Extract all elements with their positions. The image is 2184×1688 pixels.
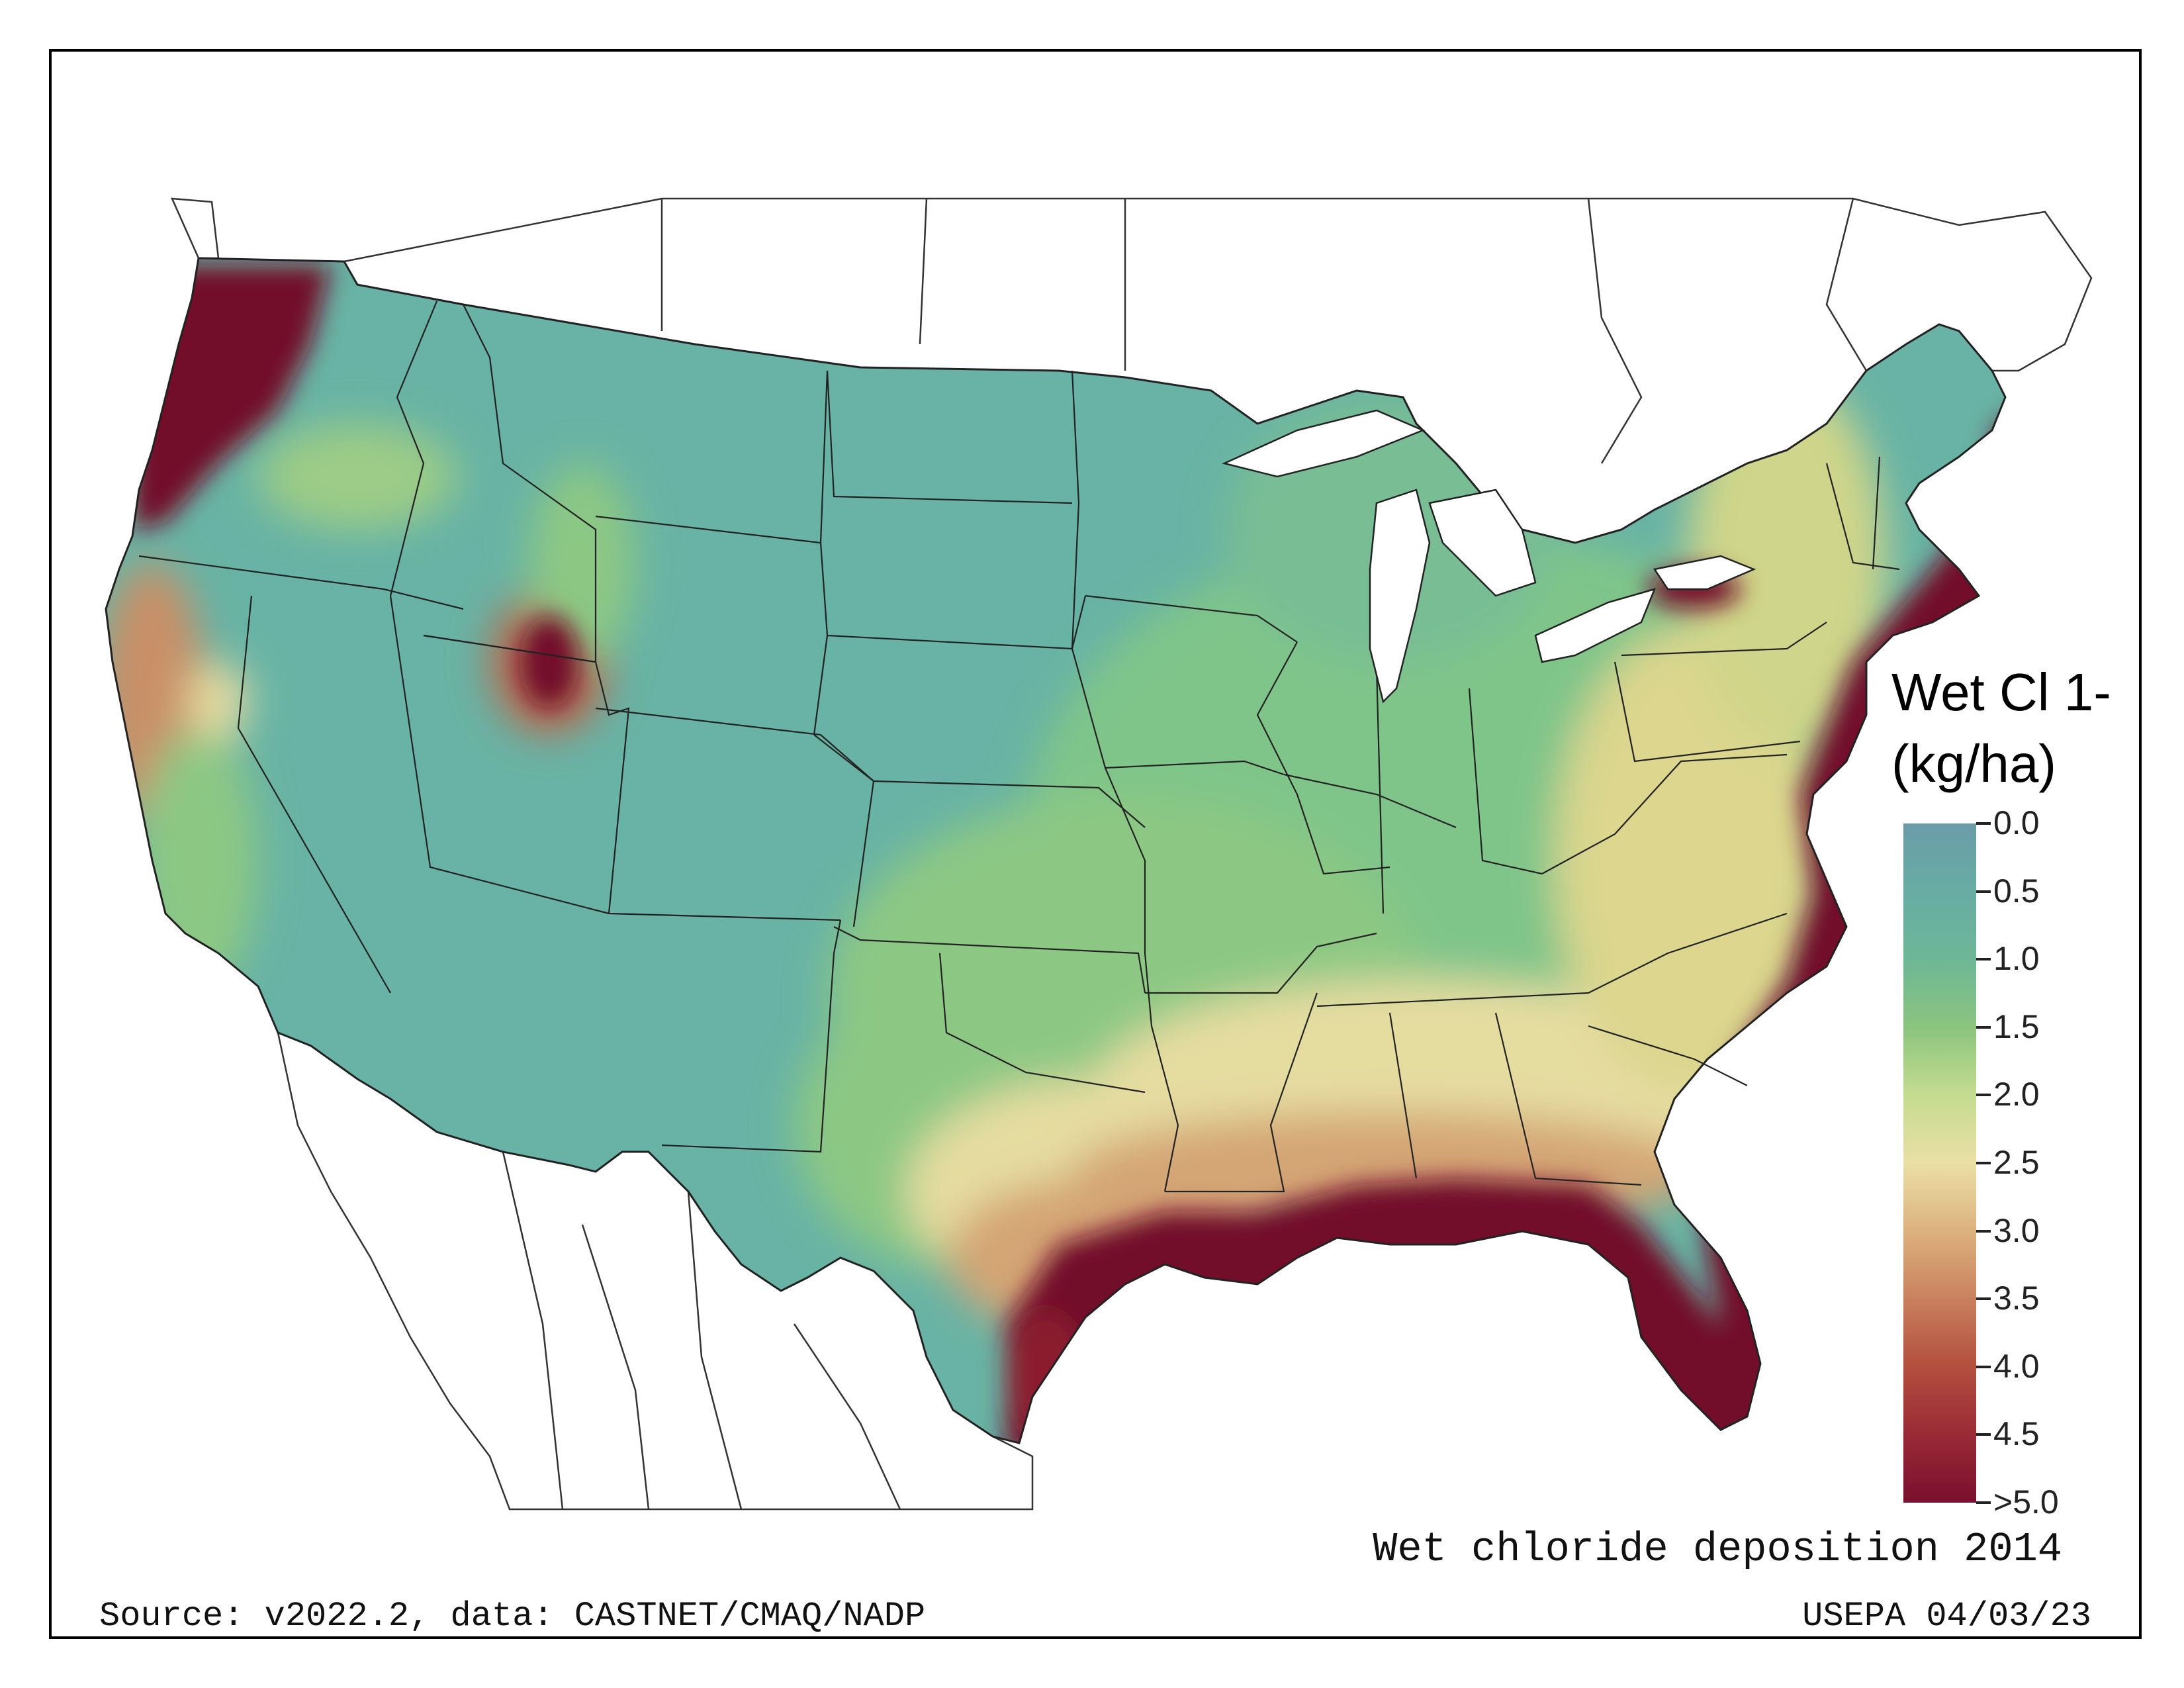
legend-tick-mark (1976, 890, 1991, 893)
legend-colorbar (1903, 823, 1976, 1503)
legend-tick-mark (1976, 1297, 1991, 1301)
credit-note: USEPA 04/03/23 (1802, 1597, 2091, 1636)
legend-tick-mark (1976, 1162, 1991, 1164)
legend-tick-label: 1.0 (1993, 940, 2040, 978)
great-lakes (1222, 409, 1756, 704)
legend-tick-label: >5.0 (1993, 1483, 2059, 1521)
legend-tick-label: 2.0 (1993, 1076, 2040, 1113)
legend-tick-label: 0.0 (1993, 804, 2040, 841)
legend-tick-mark (1976, 1229, 1991, 1233)
border-lines (502, 198, 1868, 1510)
legend-tick-mark (1976, 1433, 1991, 1436)
legend-tick-label: 4.5 (1993, 1415, 2040, 1453)
source-note: Source: v2022.2, data: CASTNET/CMAQ/NADP (99, 1597, 926, 1636)
legend-tick-label: 3.0 (1993, 1211, 2040, 1249)
legend-title-line-1: Wet Cl 1- (1891, 663, 2111, 722)
legend-tick-label: 2.5 (1993, 1144, 2040, 1181)
legend-tick-label: 0.5 (1993, 872, 2040, 910)
legend-tick-label: 4.0 (1993, 1347, 2040, 1385)
neighbor-countries (171, 197, 2093, 1511)
legend-tick-mark (1976, 822, 1991, 825)
legend-tick-mark (1976, 1094, 1991, 1097)
legend-title-line-2: (kg/ha) (1891, 734, 2056, 793)
legend-tick-mark (1976, 958, 1991, 961)
map-frame (49, 49, 2142, 1639)
legend-tick-label: 3.5 (1993, 1280, 2040, 1317)
legend-tick-mark (1976, 1025, 1991, 1029)
legend-tick-label: 1.5 (1993, 1008, 2040, 1045)
state-borders (105, 257, 2007, 1444)
legend-tick-mark (1976, 1365, 1991, 1368)
legend-tick-mark (1976, 1501, 1991, 1504)
map-title: Wet chloride deposition 2014 (1373, 1526, 2062, 1573)
